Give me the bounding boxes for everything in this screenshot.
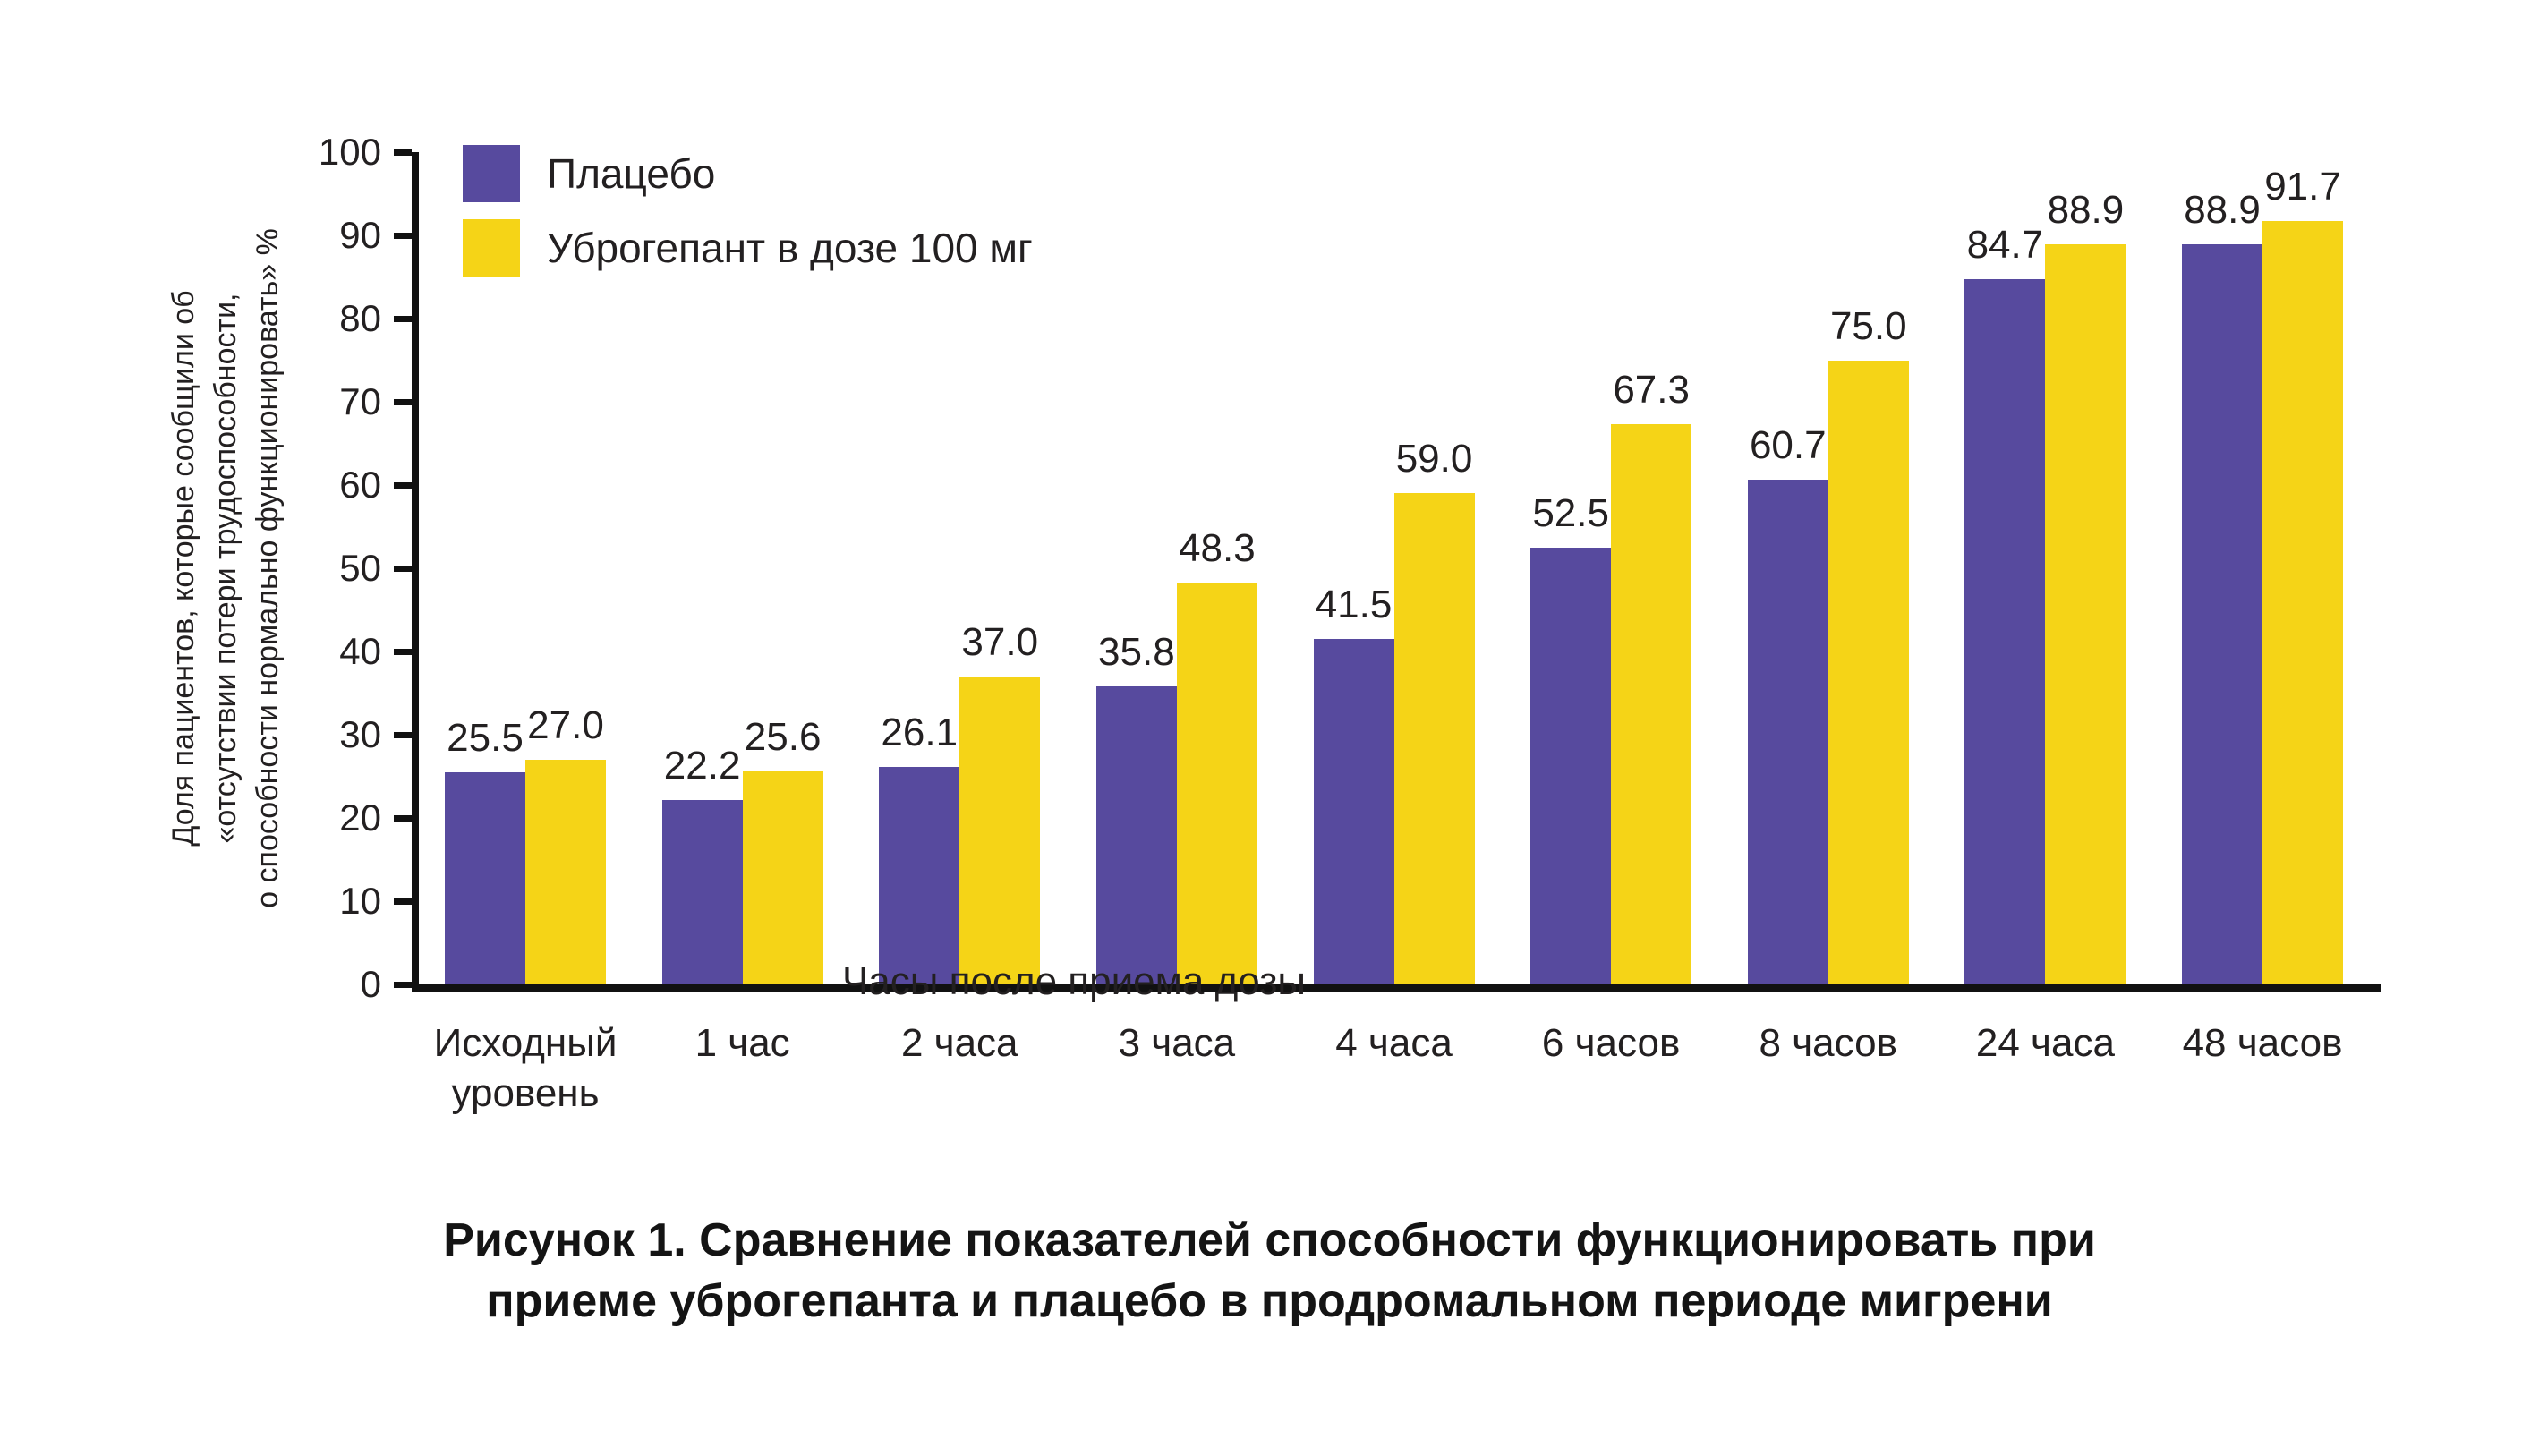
bar-value-label: 25.6 bbox=[744, 714, 822, 759]
bar-value-label: 35.8 bbox=[1098, 630, 1175, 675]
bar-placebo bbox=[2182, 244, 2263, 984]
y-axis-title-line-2: «отсутствии потери трудоспособности, bbox=[209, 293, 243, 844]
bar-value-label: 37.0 bbox=[961, 619, 1039, 664]
bar-placebo bbox=[1747, 479, 1828, 984]
bar-ubrogepant-100mg bbox=[1828, 360, 1909, 984]
x-axis-title: Часы после приема дозы bbox=[841, 959, 1307, 1003]
y-axis-tick-label: 90 bbox=[339, 214, 381, 256]
bar-value-label: 91.7 bbox=[2264, 165, 2341, 209]
bar-value-label: 41.5 bbox=[1315, 583, 1393, 627]
bar-ubrogepant-100mg bbox=[959, 676, 1041, 984]
y-axis-tick bbox=[394, 398, 412, 405]
bar-value-label: 26.1 bbox=[881, 711, 959, 755]
bar-ubrogepant-100mg bbox=[1611, 424, 1692, 984]
x-category-label: 4 часа bbox=[1335, 1021, 1453, 1065]
bar-placebo bbox=[445, 771, 525, 984]
y-axis-tick bbox=[394, 481, 412, 489]
y-axis-tick-label: 30 bbox=[339, 713, 381, 755]
bar-ubrogepant-100mg bbox=[2045, 244, 2126, 984]
x-category-label: Исходный уровень bbox=[433, 1021, 618, 1115]
y-axis-tick-label: 60 bbox=[339, 464, 381, 506]
bar-ubrogepant-100mg bbox=[2262, 221, 2344, 984]
bar-value-label: 60.7 bbox=[1749, 422, 1827, 467]
legend-swatch-ubrogepant bbox=[463, 219, 520, 277]
y-axis-tick bbox=[394, 648, 412, 655]
bar-value-label: 88.9 bbox=[2184, 188, 2261, 233]
y-axis-tick bbox=[394, 232, 412, 239]
y-axis-tick bbox=[394, 731, 412, 738]
y-axis-tick bbox=[394, 315, 412, 322]
x-category-label: 48 часов bbox=[2182, 1021, 2343, 1065]
y-axis-title-line-1: Доля пациентов, которые сообщили об bbox=[166, 290, 200, 847]
bar-placebo bbox=[1313, 639, 1394, 984]
y-axis-tick-label: 20 bbox=[339, 796, 381, 839]
x-category-label: 8 часов bbox=[1759, 1021, 1897, 1065]
figure-caption-line-1: Рисунок 1. Сравнение показателей способн… bbox=[443, 1214, 2096, 1266]
bar-value-label: 52.5 bbox=[1532, 490, 1609, 535]
x-category-label: 6 часов bbox=[1541, 1021, 1681, 1065]
bar-ubrogepant-100mg bbox=[742, 771, 823, 984]
legend-swatch-placebo bbox=[463, 145, 520, 202]
bar-ubrogepant-100mg bbox=[525, 759, 606, 984]
x-category-label: 24 часа bbox=[1975, 1021, 2115, 1065]
x-category-label: 2 часа bbox=[900, 1021, 1018, 1065]
bar-value-label: 84.7 bbox=[1966, 223, 2044, 268]
y-axis-tick-label: 70 bbox=[339, 380, 381, 422]
y-axis-tick bbox=[394, 814, 412, 822]
y-axis-tick-label: 50 bbox=[339, 547, 381, 589]
bar-ubrogepant-100mg bbox=[1176, 582, 1257, 984]
y-axis-tick bbox=[394, 149, 412, 156]
y-axis-tick-label: 100 bbox=[318, 131, 381, 173]
bar-placebo bbox=[1964, 279, 2046, 984]
bar-ubrogepant-100mg bbox=[1393, 493, 1475, 984]
bar-value-label: 48.3 bbox=[1179, 525, 1256, 570]
legend-label: Уброгепант в дозе 100 мг bbox=[547, 225, 1033, 271]
bar-placebo bbox=[1530, 547, 1612, 984]
bar-value-label: 22.2 bbox=[663, 743, 741, 788]
legend-item: Плацебо bbox=[463, 145, 1033, 202]
y-axis-tick bbox=[394, 898, 412, 905]
bar-value-label: 59.0 bbox=[1395, 437, 1473, 481]
legend-item: Уброгепант в дозе 100 мг bbox=[463, 219, 1033, 277]
y-axis-tick-label: 0 bbox=[360, 963, 381, 1005]
bar-placebo bbox=[661, 799, 743, 984]
bar-value-label: 25.5 bbox=[447, 715, 524, 760]
x-category-label: 3 часа bbox=[1118, 1021, 1236, 1065]
bar-value-label: 75.0 bbox=[1829, 303, 1907, 348]
legend-label: Плацебо bbox=[547, 150, 716, 197]
y-axis-tick-label: 40 bbox=[339, 630, 381, 672]
y-axis-tick bbox=[394, 981, 412, 988]
x-category-label: 1 час bbox=[694, 1021, 790, 1065]
bar-placebo bbox=[879, 767, 960, 984]
bar-value-label: 88.9 bbox=[2047, 188, 2125, 233]
y-axis-tick bbox=[394, 565, 412, 572]
legend: Плацебо Уброгепант в дозе 100 мг bbox=[463, 145, 1033, 294]
figure-caption: Рисунок 1. Сравнение показателей способн… bbox=[0, 1210, 2539, 1332]
bar-value-label: 27.0 bbox=[527, 702, 604, 747]
y-axis-tick-label: 10 bbox=[339, 880, 381, 922]
bar-value-label: 67.3 bbox=[1613, 368, 1690, 413]
y-axis-tick-label: 80 bbox=[339, 297, 381, 339]
figure-caption-line-2: приеме уброгепанта и плацебо в продромал… bbox=[486, 1275, 2053, 1327]
bar-placebo bbox=[1095, 686, 1177, 984]
plot-area: 0 10 20 30 40 50 60 70 80 90 100 25.5 27.0 Исходный у… bbox=[319, 131, 2381, 1115]
